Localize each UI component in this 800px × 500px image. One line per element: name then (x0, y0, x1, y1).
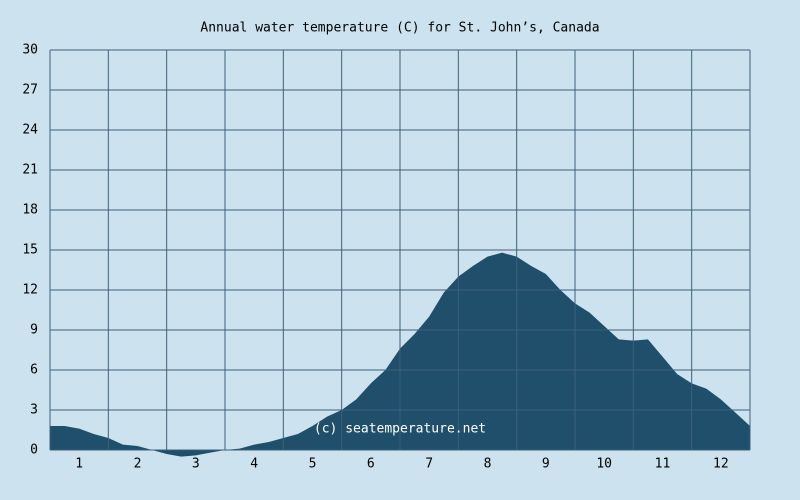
x-tick-label: 8 (484, 457, 492, 472)
x-tick-label: 6 (367, 457, 375, 472)
annotation: (c) seatemperature.net (314, 422, 486, 437)
y-tick-label: 24 (22, 123, 38, 138)
y-tick-label: 12 (22, 283, 38, 298)
chart-title: Annual water temperature (C) for St. Joh… (200, 21, 599, 36)
y-tick-label: 6 (30, 363, 38, 378)
x-tick-label: 5 (309, 457, 317, 472)
y-tick-label: 30 (22, 43, 38, 58)
x-tick-label: 7 (425, 457, 433, 472)
x-tick-label: 2 (134, 457, 142, 472)
x-tick-label: 1 (75, 457, 83, 472)
x-tick-label: 9 (542, 457, 550, 472)
x-tick-label: 3 (192, 457, 200, 472)
x-tick-label: 4 (250, 457, 258, 472)
y-tick-label: 27 (22, 83, 38, 98)
x-tick-label: 11 (655, 457, 671, 472)
y-tick-label: 3 (30, 403, 38, 418)
y-tick-label: 18 (22, 203, 38, 218)
y-tick-label: 21 (22, 163, 38, 178)
x-tick-label: 12 (713, 457, 729, 472)
y-tick-label: 9 (30, 323, 38, 338)
y-tick-label: 0 (30, 443, 38, 458)
x-tick-label: 10 (596, 457, 612, 472)
y-tick-label: 15 (22, 243, 38, 258)
